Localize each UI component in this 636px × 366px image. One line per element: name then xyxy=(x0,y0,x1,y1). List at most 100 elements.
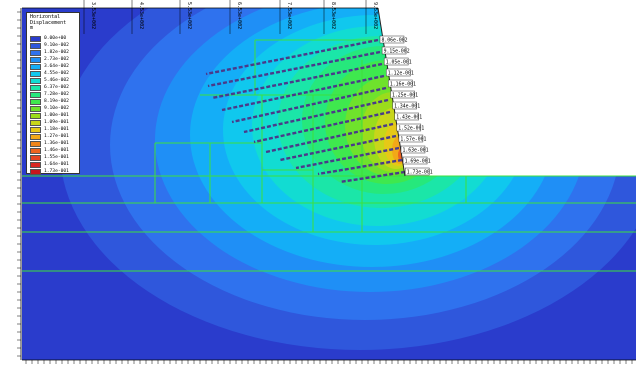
wall-label: 9.15e-002 xyxy=(384,49,410,55)
legend-level-label: 1.09e-001 xyxy=(44,120,69,125)
legend-swatch xyxy=(30,126,41,133)
wall-label: 8.06e-002 xyxy=(382,38,408,44)
legend-level: 1.73e-001 xyxy=(30,168,69,175)
legend-level-label: 9.10e-002 xyxy=(44,43,69,48)
wall-label: 1.63e-001 xyxy=(403,148,429,154)
legend-swatch xyxy=(30,147,41,154)
bottom-ruler-ticks xyxy=(25,360,633,364)
legend-level-label: 1.18e-001 xyxy=(44,127,69,132)
wall-label: 1.52e-001 xyxy=(398,126,424,132)
legend-level-label: 0.00e+00 xyxy=(44,36,67,41)
wall-label-box xyxy=(379,35,405,44)
legend-swatch xyxy=(30,42,41,49)
legend-level: 0.00e+00 xyxy=(30,35,66,42)
legend-level: 5.46e-002 xyxy=(30,77,69,84)
legend-level: 2.73e-002 xyxy=(30,56,69,63)
wall-label-box xyxy=(390,90,415,99)
legend-level: 1.27e-001 xyxy=(30,133,69,140)
wall-label-box xyxy=(394,112,419,121)
wall-label: 1.34e-001 xyxy=(394,104,420,110)
legend-level-label: 6.37e-002 xyxy=(44,85,69,90)
wall-label-box xyxy=(396,123,422,132)
legend-level-label: 3.64e-002 xyxy=(44,64,69,69)
wall-label-box xyxy=(400,145,426,154)
legend-swatch xyxy=(30,105,41,112)
legend-level: 1.36e-001 xyxy=(30,140,69,147)
legend-level: 4.55e-002 xyxy=(30,70,69,77)
legend-swatch xyxy=(30,77,41,84)
legend-title-line1: Horizontal xyxy=(30,14,61,20)
legend-level-label: 1.46e-001 xyxy=(44,148,69,153)
legend-level: 9.10e-002 xyxy=(30,42,69,49)
legend-swatch xyxy=(30,56,41,63)
top-ruler-labels: 3.53e+002 4.53e+002 5.53e+002 6.53e+002 7.53… xyxy=(83,0,378,34)
top-ruler-label: 9.53e+002 xyxy=(372,2,378,29)
wall-label-box xyxy=(386,68,411,77)
legend-level: 1.09e-001 xyxy=(30,119,69,126)
legend-level-label: 4.55e-002 xyxy=(44,71,69,76)
wall-label-box xyxy=(398,134,424,143)
legend-swatch xyxy=(30,70,41,77)
legend-swatch xyxy=(30,49,41,56)
legend-swatch xyxy=(30,119,41,126)
legend-level-label: 1.55e-001 xyxy=(44,155,69,160)
legend-level: 7.28e-002 xyxy=(30,91,69,98)
legend-swatch xyxy=(30,91,41,98)
legend-level: 1.64e-001 xyxy=(30,161,69,168)
legend-swatch xyxy=(30,168,41,175)
legend-swatch xyxy=(30,140,41,147)
wall-label: 1.12e-001 xyxy=(388,71,414,77)
legend-level-label: 5.46e-002 xyxy=(44,78,69,83)
legend-unit: m xyxy=(30,25,34,31)
legend-level: 1.00e-001 xyxy=(30,112,69,119)
legend-swatch xyxy=(30,133,41,140)
legend-level: 9.10e-002 xyxy=(30,105,69,112)
legend-level-label: 9.10e-002 xyxy=(44,106,69,111)
top-ruler-label: 3.53e+002 xyxy=(90,2,96,29)
wall-label-box xyxy=(381,46,407,55)
wall-label: 1.73e-001 xyxy=(407,170,433,176)
legend-swatch xyxy=(30,63,41,70)
legend-level-label: 1.73e-001 xyxy=(44,169,69,174)
legend-level: 1.82e-002 xyxy=(30,49,69,56)
legend-level: 6.37e-002 xyxy=(30,84,69,91)
wall-label-box xyxy=(402,156,428,165)
top-ruler-label: 6.53e+002 xyxy=(236,2,242,29)
wall-label-box xyxy=(404,167,430,176)
wall-label: 1.43e-001 xyxy=(396,115,422,121)
legend-level-label: 2.73e-002 xyxy=(44,57,69,62)
soil-layer-lines xyxy=(22,39,636,272)
top-ruler-label: 7.53e+002 xyxy=(286,2,292,29)
legend-swatch xyxy=(30,112,41,119)
wall-label: 1.05e-001 xyxy=(386,60,412,66)
legend-level-label: 8.19e-002 xyxy=(44,99,69,104)
wall-label-box xyxy=(392,101,417,110)
wall-label: 1.16e-001 xyxy=(390,82,416,88)
wall-label: 1.25e-001 xyxy=(392,93,418,99)
wall-displacement-labels: 8.06e-002 9.15e-002 1.05e-001 1.12e-001 1.16… xyxy=(379,35,433,176)
legend-title-line2: Displacement xyxy=(30,19,67,26)
legend-level-label: 1.82e-002 xyxy=(44,50,69,55)
legend-level: 1.55e-001 xyxy=(30,154,69,161)
legend-level-label: 1.00e-001 xyxy=(44,113,69,118)
legend-swatch xyxy=(30,84,41,91)
wall-label: 1.69e-001 xyxy=(405,159,431,165)
legend-level-label: 7.28e-002 xyxy=(44,92,69,97)
legend-level: 1.46e-001 xyxy=(30,147,69,154)
legend-swatch xyxy=(30,35,41,42)
top-ruler-label: 5.53e+002 xyxy=(186,2,192,29)
legend-swatch xyxy=(30,98,41,105)
top-ruler-label: 8.53e+002 xyxy=(330,2,336,29)
legend: Horizontal Displacement m 0.00e+00 9.10e-… xyxy=(26,12,80,175)
legend-swatch xyxy=(30,161,41,168)
wall-label-box xyxy=(383,57,409,66)
legend-level-label: 1.64e-001 xyxy=(44,162,69,167)
legend-level-label: 1.36e-001 xyxy=(44,141,69,146)
legend-level-label: 1.27e-001 xyxy=(44,134,69,139)
soil-nails xyxy=(205,38,406,184)
legend-level: 8.19e-002 xyxy=(30,98,69,105)
legend-level: 3.64e-002 xyxy=(30,63,69,70)
left-ruler-ticks xyxy=(17,11,21,357)
wall-label: 1.57e-001 xyxy=(400,137,426,143)
